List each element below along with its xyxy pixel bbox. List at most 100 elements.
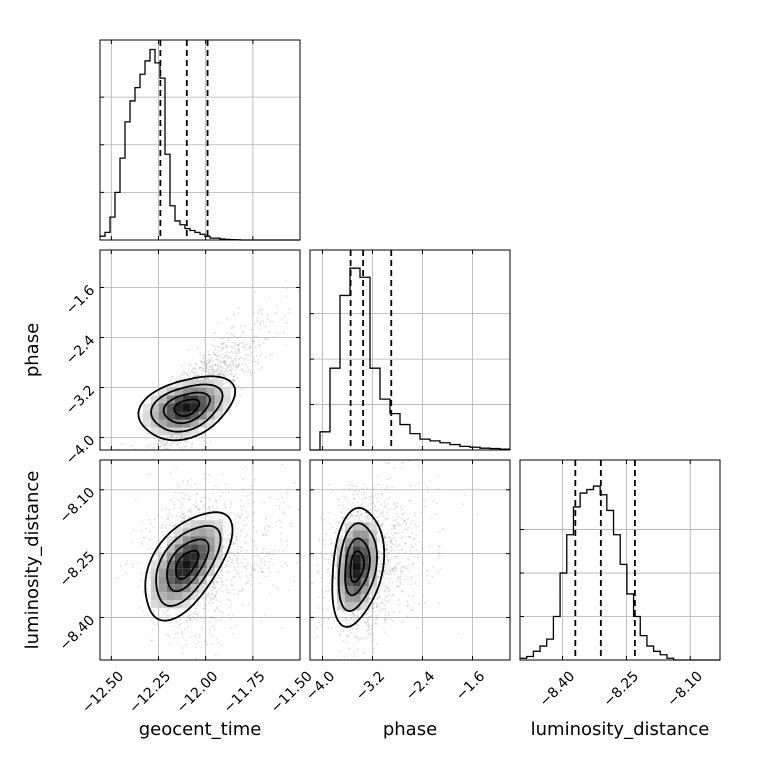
sample-point (236, 571, 239, 573)
sample-point (214, 499, 217, 502)
panel-content (310, 460, 510, 660)
sample-point (219, 374, 222, 376)
sample-point (381, 601, 384, 604)
sample-point (212, 581, 215, 584)
density-cell (360, 530, 369, 539)
sample-point (237, 545, 240, 548)
sample-point (275, 311, 278, 314)
sample-point (213, 372, 216, 374)
sample-point (265, 555, 268, 558)
sample-point (392, 527, 395, 530)
sample-point (236, 365, 239, 368)
sample-point (183, 517, 186, 519)
sample-point (179, 623, 182, 626)
sample-point (365, 511, 367, 514)
sample-point (344, 617, 347, 620)
sample-point (226, 357, 229, 360)
sample-point (179, 506, 182, 509)
sample-point (381, 522, 384, 525)
sample-point (282, 511, 285, 513)
sample-point (190, 443, 193, 446)
density-cell (158, 600, 167, 609)
sample-point (384, 505, 387, 508)
sample-point (235, 404, 238, 407)
sample-point (247, 359, 250, 362)
sample-point (360, 637, 362, 640)
sample-point (368, 495, 371, 498)
sample-point (402, 461, 405, 464)
sample-point (365, 621, 367, 623)
sample-point (266, 534, 268, 536)
sample-point (268, 297, 271, 300)
sample-point (202, 620, 205, 623)
sample-point (384, 600, 387, 603)
sample-point (200, 500, 203, 503)
sample-point (223, 342, 226, 344)
sample-point (167, 608, 170, 611)
sample-point (269, 353, 271, 356)
sample-point (343, 610, 346, 613)
sample-point (235, 367, 238, 369)
sample-point (199, 633, 201, 636)
sample-point (179, 376, 181, 378)
sample-point (203, 478, 206, 480)
sample-point (293, 481, 296, 484)
sample-point (372, 487, 375, 490)
sample-point (230, 511, 233, 514)
contour-line (349, 550, 365, 584)
sample-point (184, 497, 187, 500)
sample-point (384, 610, 387, 613)
sample-point (416, 627, 418, 629)
sample-point (208, 628, 211, 631)
sample-point (235, 557, 238, 560)
sample-point (330, 554, 333, 557)
sample-point (388, 612, 391, 614)
sample-point (252, 340, 255, 343)
sample-point (411, 565, 414, 568)
sample-point (176, 620, 179, 623)
sample-point (218, 421, 221, 423)
sample-point (390, 546, 393, 549)
sample-point (316, 564, 319, 567)
density-cell (174, 584, 183, 593)
sample-point (352, 627, 354, 630)
density-cell (190, 520, 199, 529)
sample-point (234, 358, 236, 361)
density-cell (142, 403, 151, 412)
sample-point (221, 518, 224, 521)
sample-point (432, 499, 435, 502)
sample-point (204, 605, 207, 607)
sample-point (383, 590, 386, 593)
density-cell (166, 600, 175, 609)
sample-point (388, 587, 390, 589)
sample-point (194, 607, 197, 610)
sample-point (210, 599, 212, 602)
sample-point (367, 626, 370, 629)
sample-point (376, 493, 379, 496)
sample-point (185, 639, 188, 642)
sample-point (392, 593, 394, 596)
sample-point (178, 623, 181, 626)
sample-point (327, 617, 330, 620)
sample-point (323, 538, 325, 541)
sample-point (323, 596, 325, 599)
sample-point (211, 625, 214, 628)
sample-point (252, 555, 254, 557)
sample-point (210, 373, 213, 376)
sample-point (263, 547, 266, 550)
hist-frame (309, 249, 511, 451)
sample-point (265, 575, 267, 578)
sample-point (242, 588, 245, 591)
sample-point (248, 493, 251, 496)
sample-point (207, 377, 209, 380)
sample-point (185, 441, 188, 444)
sample-point (266, 318, 269, 321)
sample-point (245, 495, 248, 497)
sample-point (421, 529, 424, 532)
density-cell (214, 411, 223, 420)
sample-point (235, 363, 238, 366)
sample-point (205, 367, 208, 370)
sample-point (161, 527, 164, 529)
sample-point (406, 567, 409, 570)
sample-point (249, 346, 251, 349)
